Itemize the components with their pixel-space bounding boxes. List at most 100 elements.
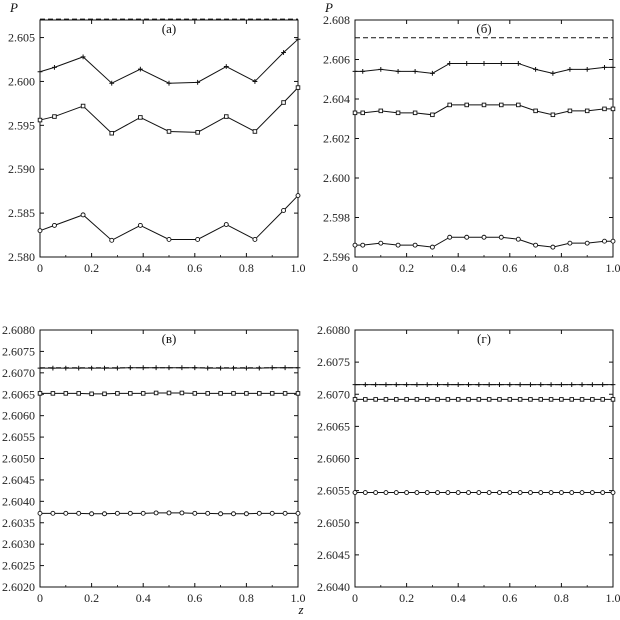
- data-point: [584, 240, 590, 246]
- data-point: [498, 234, 504, 240]
- data-point: [394, 397, 399, 402]
- y-tick-label: 2.598: [323, 211, 350, 225]
- data-point: [412, 110, 418, 116]
- data-point: [548, 382, 554, 388]
- data-point: [610, 106, 616, 112]
- data-point: [589, 490, 595, 496]
- data-point: [128, 391, 133, 396]
- x-tick-label: 0.4: [136, 261, 151, 275]
- data-point: [109, 130, 114, 136]
- series-line: [39, 87, 299, 134]
- data-point: [109, 237, 115, 243]
- data-point: [114, 510, 120, 516]
- data-point: [538, 382, 544, 388]
- data-point: [429, 244, 435, 250]
- data-point: [610, 382, 616, 388]
- data-point: [507, 490, 513, 496]
- data-point: [378, 108, 384, 114]
- data-point: [424, 490, 430, 496]
- data-point: [231, 391, 236, 396]
- series-2: [37, 390, 301, 397]
- data-point: [231, 511, 236, 517]
- data-point: [455, 397, 461, 402]
- x-tick-label: 0.4: [451, 591, 466, 605]
- data-point: [52, 114, 57, 119]
- data-point: [602, 106, 607, 112]
- y-tick-label: 2.6065: [317, 419, 350, 433]
- data-point: [464, 61, 470, 66]
- data-point: [218, 365, 223, 371]
- x-tick-label: 0.6: [187, 591, 202, 605]
- data-point: [464, 234, 470, 240]
- data-point: [269, 365, 275, 371]
- y-tick-label: 2.595: [8, 118, 35, 132]
- series-line: [39, 38, 299, 84]
- data-point: [282, 391, 288, 396]
- data-point: [476, 382, 482, 388]
- data-point: [497, 382, 502, 388]
- data-point: [516, 102, 521, 108]
- data-point: [373, 382, 379, 388]
- data-point: [127, 365, 133, 371]
- data-point: [89, 391, 94, 397]
- data-point: [166, 236, 172, 242]
- data-point: [352, 490, 358, 496]
- y-tick-label: 2.6055: [317, 484, 350, 498]
- series-2: [352, 102, 616, 118]
- panel-label: (б): [476, 21, 491, 36]
- data-point: [445, 382, 451, 388]
- data-point: [569, 397, 574, 402]
- data-point: [37, 510, 43, 516]
- data-point: [223, 222, 229, 227]
- data-point: [360, 68, 366, 74]
- data-point: [579, 397, 585, 402]
- data-point: [533, 66, 538, 72]
- data-point: [395, 68, 401, 74]
- data-point: [497, 397, 502, 402]
- data-point: [517, 382, 523, 388]
- x-tick-label: 0.8: [554, 591, 569, 605]
- panel-3: 0 0.2 0.4 0.6 0.8 1.0 2.6020 2.6025 2.6030 2.6035…: [2, 323, 306, 617]
- data-point: [76, 391, 81, 396]
- data-point: [424, 397, 430, 402]
- data-point: [527, 490, 533, 496]
- y-tick-label: 2.6075: [2, 344, 35, 358]
- data-point: [533, 242, 539, 248]
- y-tick-label: 2.585: [8, 206, 35, 220]
- data-point: [80, 212, 86, 218]
- data-point: [610, 397, 616, 402]
- y-tick-label: 2.6040: [2, 494, 35, 508]
- data-point: [269, 391, 275, 396]
- data-point: [476, 490, 482, 496]
- data-point: [383, 490, 389, 496]
- series-3: [352, 490, 616, 496]
- x-tick-label: 0.2: [84, 261, 99, 275]
- data-point: [481, 61, 487, 66]
- data-point: [102, 365, 107, 371]
- y-tick-label: 2.6045: [2, 473, 35, 487]
- x-tick-label: 0.4: [136, 591, 151, 605]
- y-tick-label: 2.6070: [2, 366, 35, 380]
- data-point: [140, 391, 146, 396]
- data-point: [395, 242, 401, 248]
- data-point: [528, 382, 533, 388]
- data-point: [602, 65, 607, 70]
- data-point: [567, 108, 573, 114]
- data-point: [538, 490, 544, 496]
- data-point: [244, 365, 249, 371]
- data-point: [515, 61, 521, 66]
- y-tick-label: 2.596: [323, 250, 350, 264]
- data-point: [37, 391, 43, 396]
- data-point: [404, 490, 410, 496]
- data-point: [499, 102, 504, 108]
- data-point: [281, 50, 286, 55]
- panel-4: 0 0.2 0.4 0.6 0.8 1.0 2.6040 2.6045 2.6050 2.6055…: [317, 323, 620, 605]
- data-point: [466, 382, 471, 388]
- data-point: [550, 244, 556, 250]
- data-point: [63, 391, 69, 396]
- x-tick-label: 1.0: [291, 591, 306, 605]
- x-tick-label: 1.0: [606, 591, 620, 605]
- data-point: [115, 391, 120, 396]
- data-point: [424, 382, 430, 388]
- x-tick-label: 0.8: [554, 261, 569, 275]
